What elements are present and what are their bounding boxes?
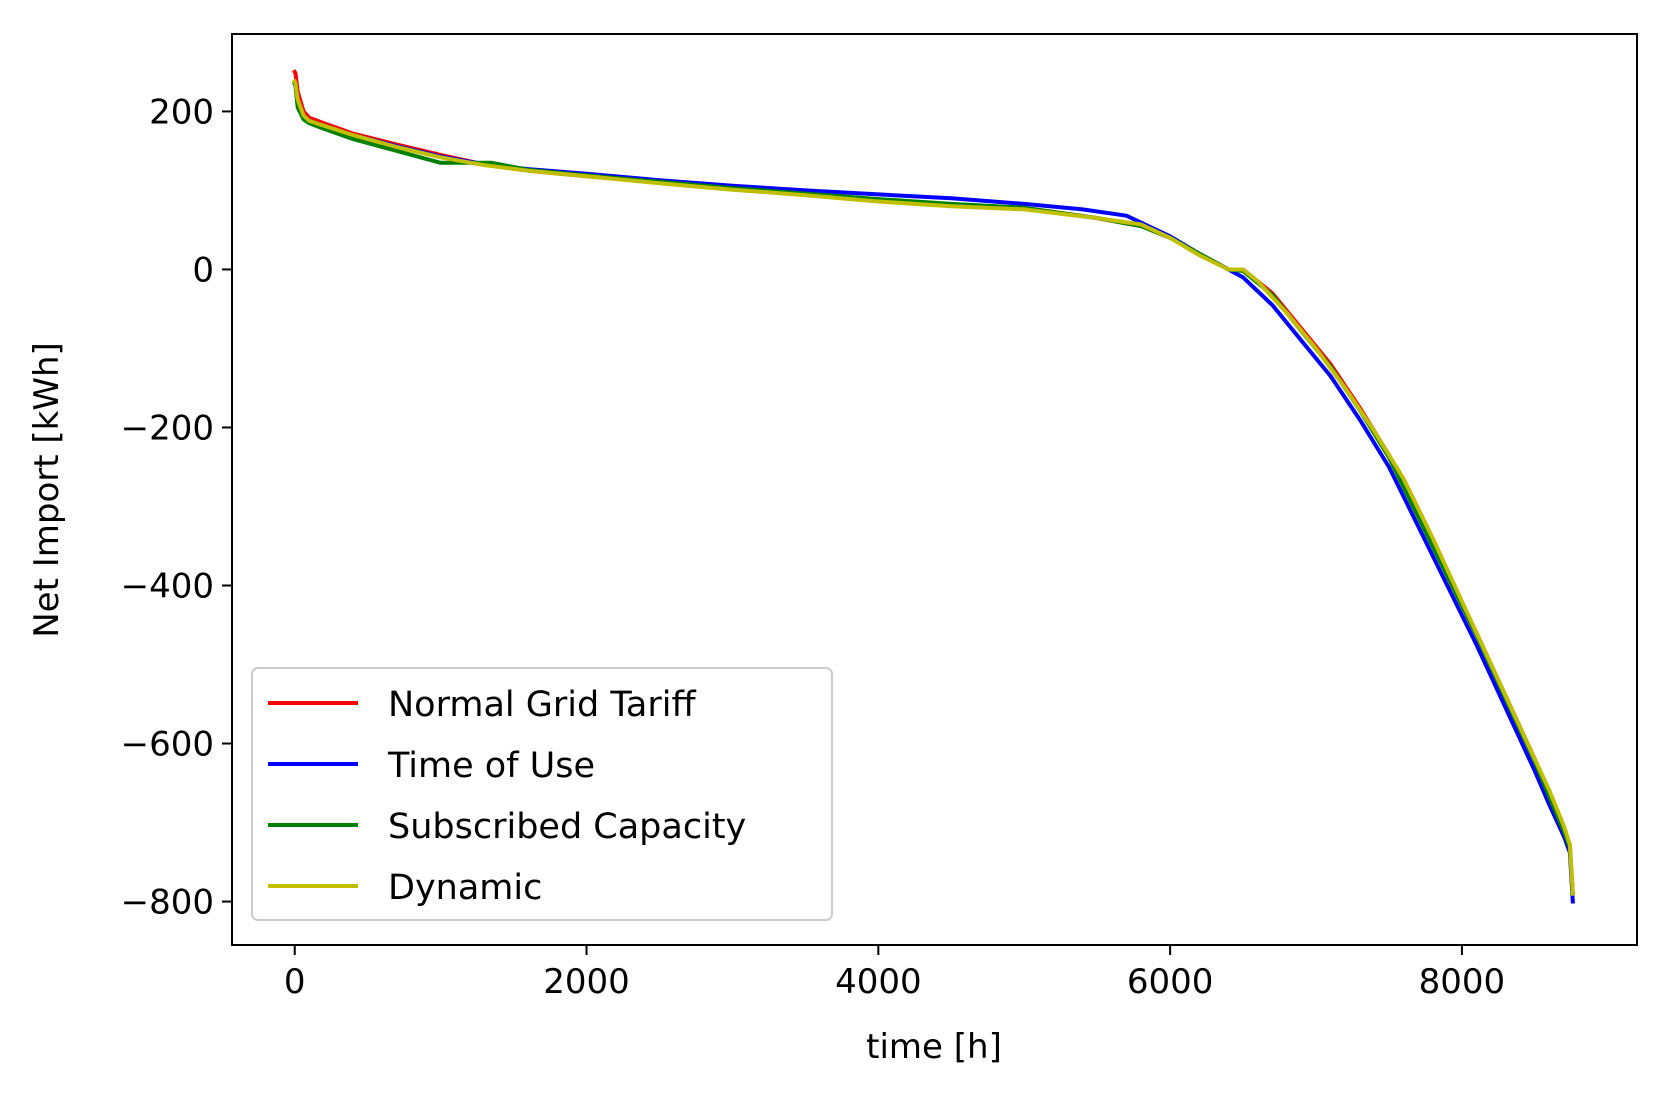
plot-frame <box>231 33 1638 946</box>
legend-label: Normal Grid Tariff <box>388 685 696 725</box>
y-axis: 200 0 −200 −400 −600 −800 <box>121 92 232 923</box>
y-tick-label: 0 <box>192 250 214 290</box>
x-tick-label: 4000 <box>835 962 922 1002</box>
y-tick-label: −600 <box>121 725 214 765</box>
y-tick-label: −800 <box>121 883 214 923</box>
y-axis-label: Net Import [kWh] <box>27 342 67 638</box>
legend-items: Normal Grid Tariff Time of Use Subscribed … <box>268 685 746 908</box>
legend-label: Time of Use <box>387 746 595 786</box>
plot-area <box>231 33 1638 946</box>
x-tick-label: 8000 <box>1419 962 1506 1002</box>
legend-label: Subscribed Capacity <box>388 807 746 847</box>
y-tick-label: −400 <box>121 566 214 606</box>
x-axis-label: time [h] <box>866 1027 1002 1067</box>
legend-box <box>251 667 833 921</box>
legend-label: Dynamic <box>388 868 542 908</box>
x-tick-label: 6000 <box>1127 962 1214 1002</box>
series-layer <box>292 69 1575 904</box>
x-tick-label: 2000 <box>543 962 630 1002</box>
y-tick-label: −200 <box>121 408 214 448</box>
x-axis: 0 2000 4000 6000 8000 <box>284 945 1505 1002</box>
series-line-dynamic <box>292 78 1575 896</box>
legend: Normal Grid Tariff Time of Use Subscribed … <box>251 667 833 921</box>
x-tick-label: 0 <box>284 962 306 1002</box>
y-tick-label: 200 <box>149 92 214 132</box>
